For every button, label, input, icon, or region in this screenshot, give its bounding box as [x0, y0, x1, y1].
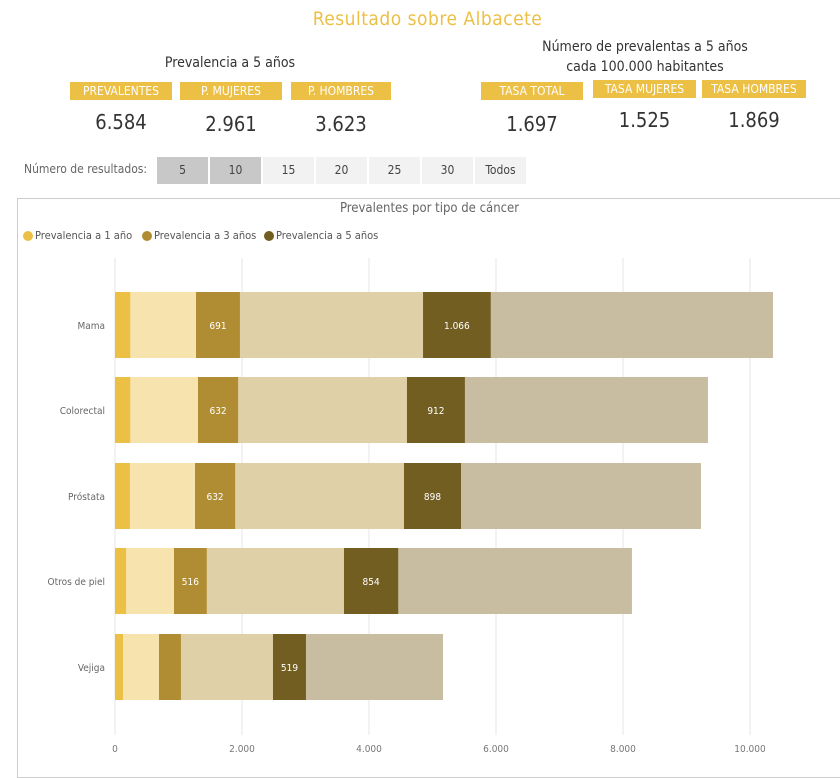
category-label: Próstata: [68, 491, 105, 503]
data-label: 1.066: [444, 321, 470, 332]
kpi-label-p-mujeres: P. MUJERES: [180, 82, 282, 100]
rate-subtitle-line2: cada 100.000 habitantes: [566, 59, 724, 75]
prevalence-subtitle: Prevalencia a 5 años: [164, 55, 296, 71]
kpi-value-tasa-hombres: 1.869: [728, 108, 780, 132]
kpi-value-tasa-mujeres: 1.525: [618, 108, 671, 132]
bar-segment-highlight: [115, 463, 130, 529]
bar-segment-highlight: [115, 548, 127, 614]
bar-segment-highlight: [197, 377, 239, 443]
x-tick-label: 4.000: [356, 744, 382, 755]
results-option-15[interactable]: 15: [263, 157, 314, 184]
results-option-10[interactable]: 10: [210, 157, 261, 184]
bar-segment-highlight: [406, 377, 465, 443]
category-label: Mama: [77, 321, 105, 332]
data-label: 854: [363, 577, 380, 588]
data-label: 912: [427, 406, 444, 417]
bar-segment-highlight: [159, 634, 181, 700]
kpi-label-tasa-total: TASA TOTAL: [481, 82, 583, 100]
bar-segment-highlight: [403, 463, 462, 529]
results-option-30[interactable]: 30: [422, 157, 473, 184]
bar-segment-highlight: [423, 292, 491, 358]
kpi-value-prevalentes: 6.584: [95, 110, 147, 134]
legend-dot-icon: [264, 230, 274, 241]
x-tick-label: 6.000: [483, 744, 509, 755]
results-option-todos[interactable]: Todos: [475, 157, 526, 184]
bar-segment-highlight: [115, 634, 123, 700]
x-tick-label: 2.000: [229, 744, 255, 755]
bar-segment-highlight: [173, 548, 207, 614]
category-label: Otros de piel: [48, 577, 106, 588]
legend-dot-icon: [23, 230, 33, 241]
results-option-25[interactable]: 25: [369, 157, 420, 184]
x-tick-label: 0: [112, 744, 118, 755]
results-slicer-label: Número de resultados:: [24, 162, 148, 176]
rate-subtitle-line1: Número de prevalentas a 5 años: [542, 39, 748, 55]
legend-dot-icon: [142, 230, 152, 241]
bar-segment-highlight: [195, 463, 236, 529]
results-option-20[interactable]: 20: [316, 157, 367, 184]
x-tick-label: 8.000: [610, 744, 636, 755]
data-label: 516: [182, 577, 199, 588]
bar-segment-highlight: [115, 292, 131, 358]
legend-label: Prevalencia a 5 años: [276, 229, 379, 242]
data-label: 519: [281, 663, 298, 674]
data-label: 691: [209, 321, 226, 332]
bar-segment-highlight: [196, 292, 240, 358]
kpi-value-p-hombres: 3.623: [315, 112, 367, 136]
kpi-label-prevalentes: PREVALENTES: [70, 82, 172, 100]
x-tick-label: 10.000: [734, 744, 766, 755]
bar-segment-highlight: [343, 548, 399, 614]
results-option-5[interactable]: 5: [157, 157, 208, 184]
kpi-value-p-mujeres: 2.961: [205, 112, 257, 136]
legend-item-1[interactable]: Prevalencia a 3 años: [142, 229, 256, 242]
legend-label: Prevalencia a 3 años: [154, 229, 257, 242]
category-label: Colorectal: [60, 406, 105, 417]
data-label: 632: [209, 406, 226, 417]
kpi-label-p-hombres: P. HOMBRES: [291, 82, 391, 100]
category-label: Vejiga: [78, 663, 105, 674]
page-title: Resultado sobre Albacete: [312, 8, 543, 30]
data-label: 632: [206, 492, 223, 503]
legend-item-0[interactable]: Prevalencia a 1 año: [23, 229, 132, 242]
bar-segment-highlight: [115, 377, 131, 443]
kpi-value-tasa-total: 1.697: [506, 112, 558, 136]
chart-title: Prevalentes por tipo de cáncer: [339, 201, 520, 216]
data-label: 898: [424, 492, 441, 503]
legend-item-2[interactable]: Prevalencia a 5 años: [264, 229, 378, 242]
kpi-label-tasa-mujeres: TASA MUJERES: [593, 80, 696, 98]
legend-label: Prevalencia a 1 año: [35, 229, 133, 242]
kpi-label-tasa-hombres: TASA HOMBRES: [702, 80, 806, 98]
bar-segment-highlight: [272, 634, 306, 700]
